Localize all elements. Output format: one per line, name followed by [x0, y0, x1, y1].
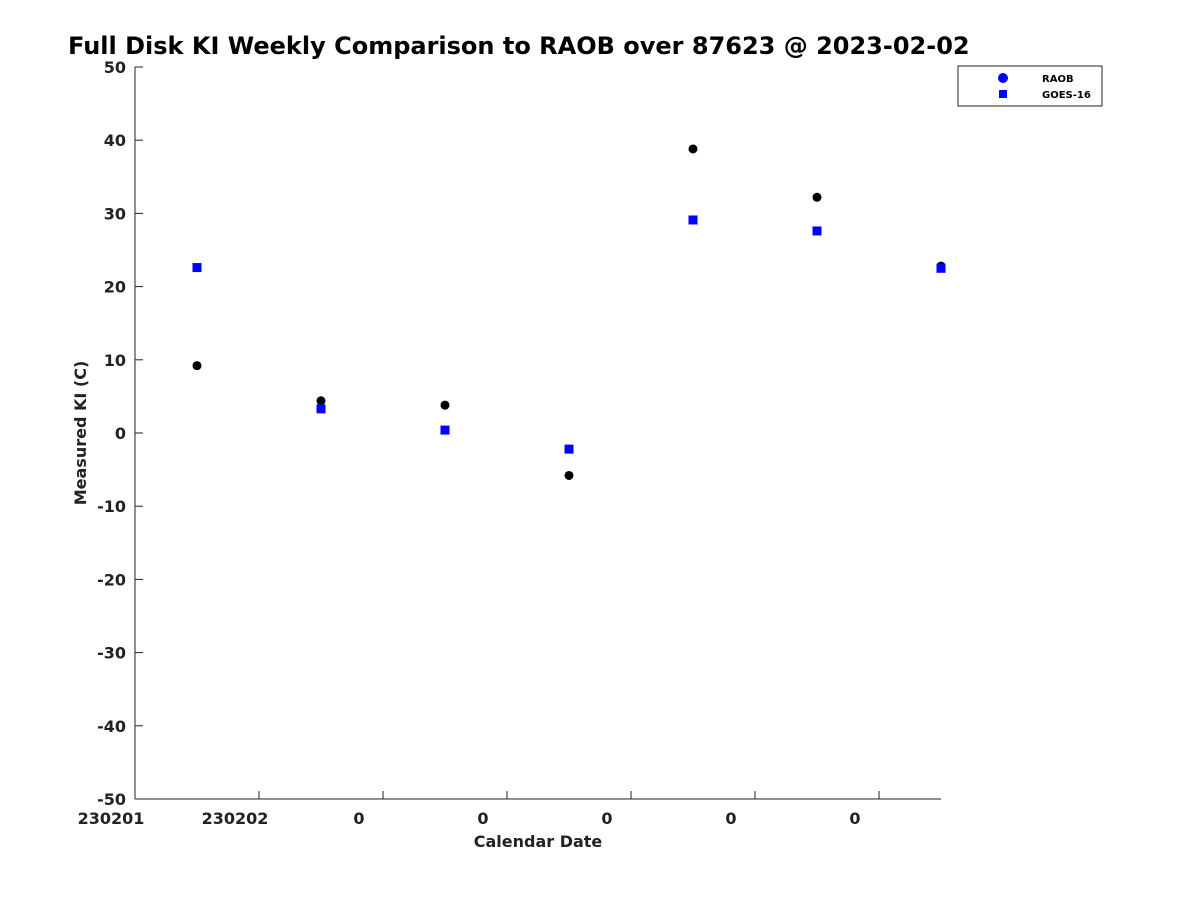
legend-label: GOES-16 [1042, 90, 1091, 101]
legend-marker-raob [998, 73, 1008, 83]
x-tick-label: 0 [725, 809, 736, 828]
goes16-point [936, 263, 946, 273]
goes16-point [440, 425, 450, 435]
data-points [192, 144, 946, 480]
x-tick-label: 0 [477, 809, 488, 828]
raob-point [316, 396, 326, 406]
y-tick-label: 50 [104, 58, 126, 77]
raob-point [440, 400, 450, 410]
y-tick-label: -20 [97, 570, 126, 589]
goes16-point [564, 444, 574, 454]
axes: -50 -40 -30 -20 -10 0 10 20 30 40 50 230201 230202 0 0… [78, 58, 941, 828]
y-tick-label: -40 [97, 717, 126, 736]
legend-marker-goes16 [999, 90, 1007, 98]
raob-point [688, 144, 698, 154]
goes16-point [192, 263, 202, 273]
y-tick-label: -30 [97, 644, 126, 663]
x-tick-label: 230202 [202, 809, 269, 828]
y-tick-label: -50 [97, 790, 126, 809]
goes16-point [688, 215, 698, 225]
chart-title: Full Disk KI Weekly Comparison to RAOB o… [68, 32, 970, 60]
y-tick-label: 40 [104, 131, 126, 150]
legend-box [957, 65, 1103, 107]
x-tick-label: 0 [601, 809, 612, 828]
x-tick-label: 230201 [78, 809, 145, 828]
raob-point [564, 470, 574, 480]
x-tick-label: 0 [353, 809, 364, 828]
y-tick-label: 0 [115, 424, 126, 443]
x-tick-label: 0 [849, 809, 860, 828]
y-tick-label: -10 [97, 497, 126, 516]
goes16-point [316, 404, 326, 414]
legend-label: RAOB [1042, 74, 1074, 85]
y-tick-label: 10 [104, 351, 126, 370]
x-axis-label: Calendar Date [474, 832, 603, 851]
raob-point [192, 361, 202, 371]
raob-point [812, 192, 822, 202]
y-tick-label: 30 [104, 204, 126, 223]
y-tick-label: 20 [104, 278, 126, 297]
goes16-point [812, 226, 822, 236]
y-axis-label: Measured KI (C) [71, 361, 90, 506]
legend: RAOB GOES-16 [957, 65, 1103, 107]
